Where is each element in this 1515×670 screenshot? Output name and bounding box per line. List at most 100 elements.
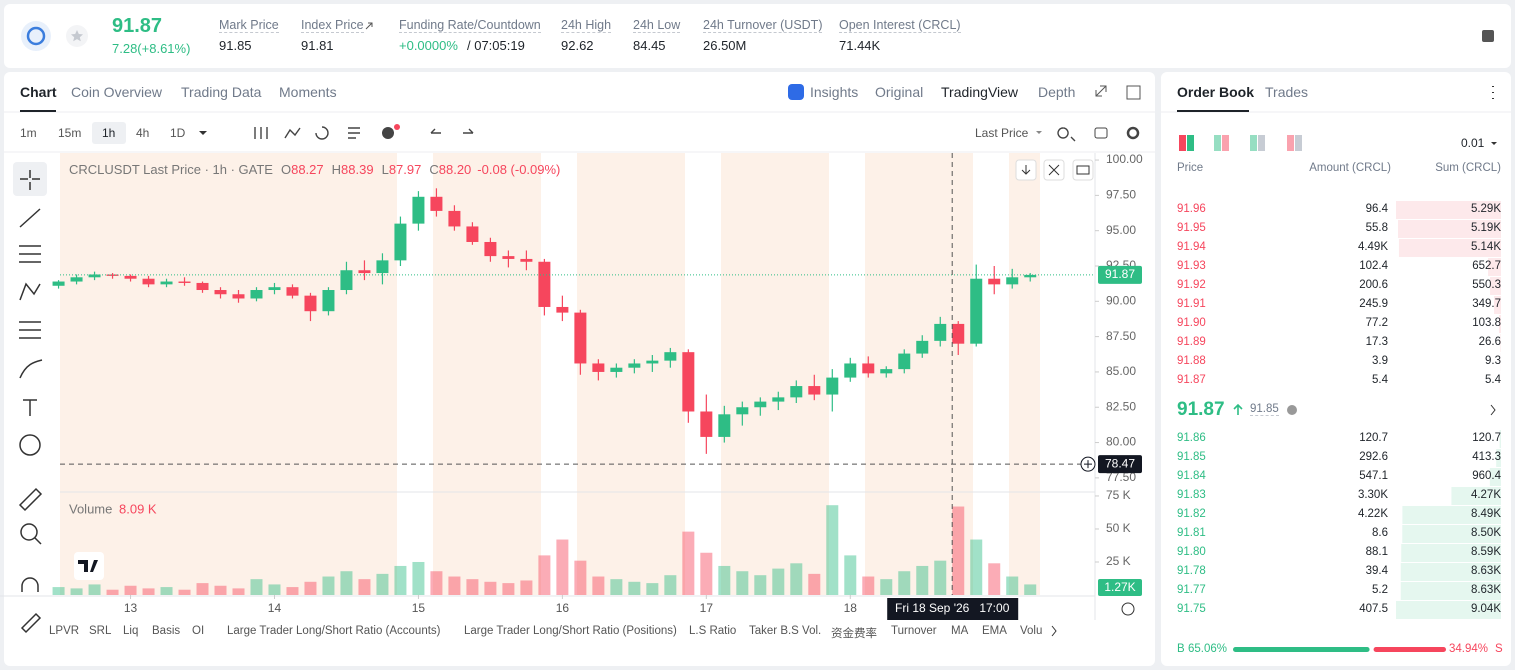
- candle-body: [718, 414, 731, 437]
- ob-price[interactable]: 91.89: [1177, 336, 1206, 348]
- view-tab[interactable]: Insights: [810, 84, 859, 100]
- ob-price[interactable]: 91.78: [1177, 565, 1206, 577]
- expand-icon: [1095, 85, 1107, 97]
- candle-body: [88, 274, 101, 278]
- indicator[interactable]: Taker B.S Vol.: [749, 625, 822, 637]
- candle-body: [430, 196, 443, 211]
- ob-price[interactable]: 91.77: [1177, 584, 1206, 596]
- drawing-tools[interactable]: [13, 162, 47, 634]
- volume-bar: [196, 583, 209, 595]
- candle-body: [628, 363, 641, 368]
- candle-body: [826, 377, 839, 395]
- ob-sum: 8.59K: [1470, 546, 1501, 558]
- indicator[interactable]: Large Trader Long/Short Ratio (Accounts): [227, 625, 441, 637]
- chart-button-icon: [1021, 165, 1031, 175]
- depth-bar: [1400, 563, 1501, 581]
- indicator[interactable]: Volu: [1020, 625, 1043, 637]
- ob-sum: 413.3: [1472, 451, 1501, 463]
- indicator[interactable]: Turnover: [891, 625, 937, 637]
- interval[interactable]: 1h: [102, 126, 116, 140]
- ob-tab[interactable]: Order Book: [1177, 84, 1255, 100]
- stat-label: 24h High: [561, 18, 612, 33]
- ob-amount: 8.6: [1372, 527, 1388, 539]
- interval[interactable]: 1m: [20, 126, 37, 140]
- ob-price[interactable]: 91.75: [1177, 603, 1206, 615]
- indicator[interactable]: MA: [951, 625, 969, 637]
- ob-step[interactable]: 0.01: [1461, 136, 1485, 150]
- view-tab[interactable]: Original: [875, 84, 924, 100]
- depth-bar: [1402, 506, 1501, 524]
- indicator[interactable]: Basis: [152, 625, 181, 637]
- ob-price[interactable]: 91.86: [1177, 432, 1206, 444]
- ob-price[interactable]: 91.85: [1177, 451, 1206, 463]
- depth-bar: [1451, 487, 1501, 505]
- interval[interactable]: 4h: [136, 126, 150, 140]
- ob-price[interactable]: 91.88: [1177, 355, 1206, 367]
- volume-bar: [862, 576, 875, 595]
- candle-body: [232, 294, 245, 299]
- ob-price[interactable]: 91.82: [1177, 508, 1206, 520]
- ob-amount: 77.2: [1365, 317, 1388, 329]
- ob-price[interactable]: 91.83: [1177, 489, 1206, 501]
- ob-price[interactable]: 91.84: [1177, 470, 1206, 482]
- volume-bar: [754, 575, 767, 595]
- tab[interactable]: Coin Overview: [71, 84, 163, 100]
- indicator[interactable]: OI: [192, 625, 205, 637]
- ob-price[interactable]: 91.93: [1177, 260, 1206, 272]
- depth-bar: [1402, 525, 1501, 543]
- stat-value: 84.45: [633, 38, 666, 53]
- volume-bar: [790, 563, 803, 595]
- ob-price[interactable]: 91.80: [1177, 546, 1206, 558]
- ob-sum: 120.7: [1472, 432, 1501, 444]
- volume-bar: [106, 589, 119, 595]
- interval-active: [92, 122, 126, 144]
- stat-value: 92.62: [561, 38, 594, 53]
- indicator[interactable]: EMA: [982, 625, 1007, 637]
- ob-price[interactable]: 91.92: [1177, 279, 1206, 291]
- ob-price[interactable]: 91.81: [1177, 527, 1206, 539]
- candle-body: [286, 287, 299, 296]
- view-tab[interactable]: Depth: [1038, 84, 1076, 100]
- interval[interactable]: 15m: [58, 126, 82, 140]
- buy-letter: B: [1177, 643, 1185, 655]
- indicator-dot: [394, 124, 400, 130]
- sell-letter: S: [1495, 643, 1503, 655]
- tab[interactable]: Trading Data: [181, 84, 262, 100]
- indicator[interactable]: L.S Ratio: [689, 625, 737, 637]
- ob-sum: 8.49K: [1470, 508, 1501, 520]
- candle-body: [754, 401, 767, 408]
- indicator[interactable]: LPVR: [49, 625, 80, 637]
- volume-bar: [160, 587, 173, 595]
- ob-amount: 88.1: [1365, 546, 1388, 558]
- indicator[interactable]: Large Trader Long/Short Ratio (Positions…: [464, 625, 677, 637]
- ob-price[interactable]: 91.96: [1177, 203, 1206, 215]
- ob-tab[interactable]: Trades: [1265, 84, 1309, 100]
- ob-price[interactable]: 91.95: [1177, 222, 1206, 234]
- price-type[interactable]: Last Price: [975, 126, 1029, 140]
- volume-bar: [1024, 584, 1037, 595]
- tab[interactable]: Chart: [20, 84, 57, 100]
- tab[interactable]: Moments: [279, 84, 337, 100]
- candle-body: [520, 258, 533, 262]
- stat-label: 24h Low: [633, 18, 681, 33]
- crosshair-time: Fri 18 Sep '26 17:00: [895, 601, 1010, 615]
- interval[interactable]: 1D: [170, 126, 186, 140]
- indicator[interactable]: Liq: [123, 625, 139, 637]
- indicator[interactable]: 资金费率: [831, 628, 877, 640]
- candle-body: [124, 275, 137, 279]
- ob-price[interactable]: 91.90: [1177, 317, 1206, 329]
- ob-price[interactable]: 91.87: [1177, 374, 1206, 386]
- ob-sum: 550.3: [1472, 279, 1501, 291]
- ob-amount: 4.49K: [1357, 241, 1388, 253]
- session-bands: [60, 153, 1040, 595]
- ob-price[interactable]: 91.91: [1177, 298, 1206, 310]
- crosshair-time-tag: [887, 598, 1019, 620]
- view-tab[interactable]: TradingView: [941, 84, 1019, 100]
- settings-icon[interactable]: [1121, 602, 1135, 616]
- ob-price[interactable]: 91.94: [1177, 241, 1206, 253]
- sell-ratio: [1373, 647, 1446, 652]
- indicator[interactable]: SRL: [89, 625, 112, 637]
- candle-body: [376, 260, 389, 274]
- header-icon[interactable]: [1482, 30, 1494, 42]
- candle-body: [412, 196, 425, 224]
